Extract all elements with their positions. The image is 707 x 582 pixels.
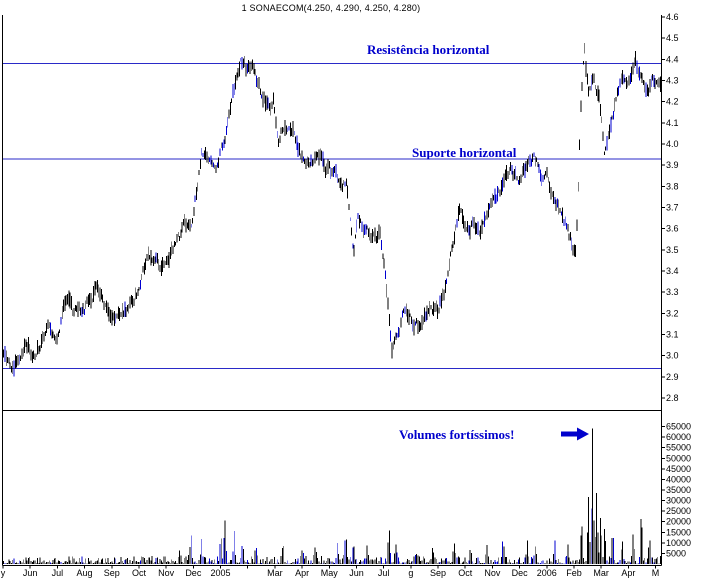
arrow-right-icon	[561, 427, 589, 441]
x-tick-label: M	[652, 568, 660, 578]
arrow-shape	[561, 427, 589, 441]
x-tick-label: Aug	[77, 568, 93, 578]
x-tick-label: Dec	[185, 568, 202, 578]
x-tick-label: May	[321, 568, 339, 578]
time-axis: y Jun Jul Aug Sep Oct Nov Dec 2005 Mar Apr May Jun Ju…	[1, 565, 660, 578]
price-tick-label: 3.1	[666, 330, 679, 340]
x-tick-label: Oct	[132, 568, 147, 578]
x-tick-label: Jun	[349, 568, 364, 578]
volume-tick-label: 60000	[666, 432, 691, 442]
resistance-annotation: Resistência horizontal	[367, 42, 490, 57]
x-tick-label: Apr	[621, 568, 635, 578]
volume-tick-label: 55000	[666, 443, 691, 453]
price-tick-label: 3.9	[666, 160, 679, 170]
volume-tick-label: 5000	[666, 548, 686, 558]
x-tick-label: Apr	[295, 568, 309, 578]
price-tick-label: 4.5	[666, 33, 679, 43]
price-tick-label: 3.5	[666, 245, 679, 255]
x-tick-label: Jul	[378, 568, 390, 578]
x-tick-label: Jun	[23, 568, 38, 578]
price-bars	[3, 43, 661, 377]
price-tick-label: 3.3	[666, 287, 679, 297]
price-tick-label: 3.6	[666, 224, 679, 234]
volume-tick-label: 45000	[666, 464, 691, 474]
price-axis: 4.6 4.5 4.4 4.3 4.2 4.1 4.0 3.9 3.8 3.7 3.6 3.5 3.4 3…	[661, 12, 679, 403]
volume-axis: 6500060000550005000045000400003500030000…	[661, 422, 691, 558]
x-tick-label: y	[1, 568, 6, 578]
price-tick-label: 4.2	[666, 97, 679, 107]
price-tick-label: 3.0	[666, 351, 679, 361]
x-tick-label: Jul	[52, 568, 64, 578]
x-tick-label: Dec	[512, 568, 529, 578]
price-tick-label: 2.8	[666, 393, 679, 403]
volume-tick-label: 35000	[666, 485, 691, 495]
volume-tick-label: 25000	[666, 506, 691, 516]
horizontal-lines	[3, 63, 661, 369]
x-tick-label: Oct	[458, 568, 473, 578]
price-tick-label: 4.0	[666, 139, 679, 149]
volume-tick-label: 40000	[666, 474, 691, 484]
price-tick-label: 4.3	[666, 76, 679, 86]
price-tick-label: 3.4	[666, 266, 679, 276]
x-tick-label: Mar	[267, 568, 283, 578]
volume-tick-label: 15000	[666, 527, 691, 537]
chart-title: 1 SONAECOM(4.250, 4.290, 4.250, 4.280)	[241, 3, 421, 13]
volume-bars	[3, 428, 661, 564]
volume-tick-label: 20000	[666, 517, 691, 527]
support-annotation: Suporte horizontal	[412, 145, 517, 160]
volumes-annotation: Volumes fortíssimos!	[399, 427, 515, 442]
volume-tick-label: 10000	[666, 538, 691, 548]
price-tick-label: 3.8	[666, 181, 679, 191]
price-tick-label: 4.4	[666, 54, 679, 64]
x-tick-label: 2005	[211, 568, 231, 578]
volume-tick-label: 30000	[666, 496, 691, 506]
price-tick-label: 3.2	[666, 308, 679, 318]
x-tick-label: Sep	[104, 568, 120, 578]
x-tick-label: Sep	[430, 568, 446, 578]
price-tick-label: 4.6	[666, 12, 679, 22]
volume-tick-label: 65000	[666, 422, 691, 432]
chart-frame	[2, 15, 662, 566]
x-tick-label: g	[408, 568, 413, 578]
volume-tick-label: 50000	[666, 453, 691, 463]
x-tick-label: 2006	[537, 568, 557, 578]
price-tick-label: 3.7	[666, 203, 679, 213]
price-tick-label: 4.1	[666, 118, 679, 128]
x-tick-label: Feb	[566, 568, 582, 578]
x-tick-label: Nov	[158, 568, 175, 578]
price-tick-label: 2.9	[666, 372, 679, 382]
x-tick-label: Mar	[593, 568, 609, 578]
x-tick-label: Nov	[484, 568, 501, 578]
